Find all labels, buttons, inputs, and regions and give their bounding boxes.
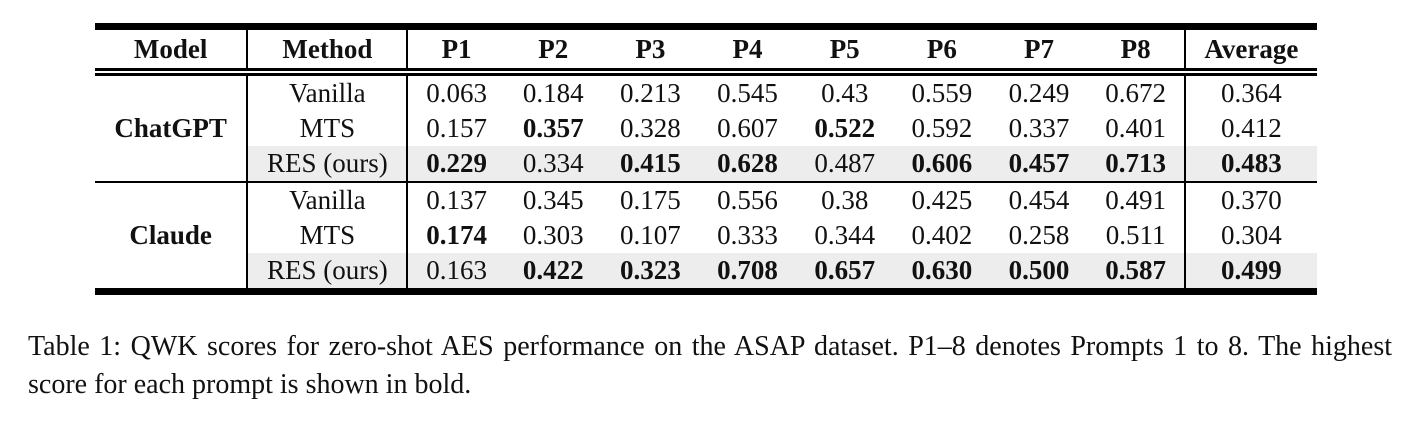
score-cell: 0.357 bbox=[522, 113, 584, 143]
table-row: RES (ours) 0.229 0.334 0.415 0.628 0.487 0.606… bbox=[95, 146, 1317, 183]
table-row: ChatGPT Vanilla 0.063 0.184 0.213 0.545 0.43 0.… bbox=[95, 72, 1317, 183]
score-cell: 0.229 bbox=[407, 146, 505, 183]
method-cell: MTS bbox=[246, 218, 409, 253]
score-cell: 0.337 bbox=[1008, 113, 1070, 143]
score-cell: 0.328 bbox=[620, 113, 681, 143]
column-header-p2: P2 bbox=[504, 26, 602, 76]
column-header-p5: P5 bbox=[796, 26, 894, 76]
table-body: ChatGPT Vanilla 0.063 0.184 0.213 0.545 0.43 0.… bbox=[95, 72, 1317, 293]
score-cell: 0.401 bbox=[1105, 113, 1167, 143]
score-cell: 0.38 bbox=[821, 185, 869, 215]
score-cell: 0.606 bbox=[893, 146, 991, 183]
score-cell: 0.43 bbox=[821, 78, 869, 108]
score-cell: 0.249 bbox=[1008, 78, 1070, 108]
score-cell: 0.402 bbox=[911, 220, 973, 250]
score-cell: 0.657 bbox=[796, 253, 894, 293]
table-header-row: Model Method P1 P2 P3 P4 P5 P6 P7 P8 Average bbox=[95, 26, 1317, 76]
score-cell: 0.412 bbox=[1183, 111, 1317, 146]
score-cell: 0.415 bbox=[601, 146, 699, 183]
score-cell: 0.157 bbox=[426, 113, 487, 143]
table-row: RES (ours) 0.163 0.422 0.323 0.708 0.657 0.630… bbox=[95, 253, 1317, 293]
score-cell: 0.345 bbox=[522, 185, 584, 215]
score-cell: 0.499 bbox=[1183, 253, 1317, 293]
score-cell: 0.303 bbox=[522, 220, 584, 250]
column-header-p8: P8 bbox=[1087, 26, 1185, 76]
score-cell: 0.323 bbox=[601, 253, 699, 293]
score-cell: 0.487 bbox=[796, 146, 894, 183]
score-cell: 0.500 bbox=[990, 253, 1088, 293]
method-cell: Vanilla bbox=[246, 72, 409, 111]
table-row: MTS 0.157 0.357 0.328 0.607 0.522 0.592 0.337 0.… bbox=[95, 111, 1317, 146]
score-cell: 0.184 bbox=[522, 78, 584, 108]
column-header-method: Method bbox=[246, 26, 409, 76]
score-cell: 0.344 bbox=[814, 220, 876, 250]
score-cell: 0.491 bbox=[1105, 185, 1167, 215]
score-cell: 0.258 bbox=[1008, 220, 1070, 250]
method-cell: Vanilla bbox=[246, 182, 409, 218]
table-caption: Table 1: QWK scores for zero-shot AES pe… bbox=[28, 331, 1392, 400]
score-cell: 0.483 bbox=[1183, 146, 1317, 183]
model-cell-claude: Claude bbox=[95, 182, 248, 293]
column-header-p6: P6 bbox=[893, 26, 991, 76]
score-cell: 0.137 bbox=[426, 185, 487, 215]
score-cell: 0.163 bbox=[407, 253, 505, 293]
method-cell: RES (ours) bbox=[246, 146, 409, 183]
score-cell: 0.364 bbox=[1183, 72, 1317, 111]
score-cell: 0.175 bbox=[620, 185, 681, 215]
score-cell: 0.334 bbox=[504, 146, 602, 183]
score-cell: 0.370 bbox=[1183, 182, 1317, 218]
method-cell: RES (ours) bbox=[246, 253, 409, 293]
score-cell: 0.422 bbox=[504, 253, 602, 293]
column-header-p4: P4 bbox=[698, 26, 797, 76]
score-cell: 0.587 bbox=[1087, 253, 1185, 293]
column-header-p1: P1 bbox=[407, 26, 505, 76]
column-header-p3: P3 bbox=[601, 26, 699, 76]
score-cell: 0.425 bbox=[911, 185, 973, 215]
score-cell: 0.545 bbox=[717, 78, 778, 108]
model-cell-chatgpt: ChatGPT bbox=[95, 72, 248, 183]
score-cell: 0.556 bbox=[717, 185, 778, 215]
score-cell: 0.454 bbox=[1008, 185, 1070, 215]
score-cell: 0.522 bbox=[814, 113, 876, 143]
score-cell: 0.630 bbox=[893, 253, 991, 293]
score-cell: 0.511 bbox=[1105, 220, 1166, 250]
score-cell: 0.708 bbox=[698, 253, 797, 293]
score-cell: 0.107 bbox=[620, 220, 681, 250]
score-cell: 0.592 bbox=[911, 113, 973, 143]
results-table: Model Method P1 P2 P3 P4 P5 P6 P7 P8 Average ChatG… bbox=[95, 23, 1317, 295]
score-cell: 0.063 bbox=[426, 78, 487, 108]
score-cell: 0.559 bbox=[911, 78, 973, 108]
column-header-p7: P7 bbox=[990, 26, 1088, 76]
column-header-model: Model bbox=[95, 26, 248, 76]
column-header-average: Average bbox=[1183, 26, 1317, 76]
score-cell: 0.672 bbox=[1105, 78, 1167, 108]
score-cell: 0.457 bbox=[990, 146, 1088, 183]
table-row: MTS 0.174 0.303 0.107 0.333 0.344 0.402 0.258 0.… bbox=[95, 218, 1317, 253]
table-header: Model Method P1 P2 P3 P4 P5 P6 P7 P8 Average bbox=[95, 26, 1317, 76]
score-cell: 0.333 bbox=[717, 220, 778, 250]
score-cell: 0.607 bbox=[717, 113, 778, 143]
table-row: Claude Vanilla 0.137 0.345 0.175 0.556 0.38 0.4… bbox=[95, 182, 1317, 293]
score-cell: 0.304 bbox=[1183, 218, 1317, 253]
score-cell: 0.713 bbox=[1087, 146, 1185, 183]
method-cell: MTS bbox=[246, 111, 409, 146]
score-cell: 0.213 bbox=[620, 78, 681, 108]
score-cell: 0.628 bbox=[698, 146, 797, 183]
score-cell: 0.174 bbox=[426, 220, 487, 250]
